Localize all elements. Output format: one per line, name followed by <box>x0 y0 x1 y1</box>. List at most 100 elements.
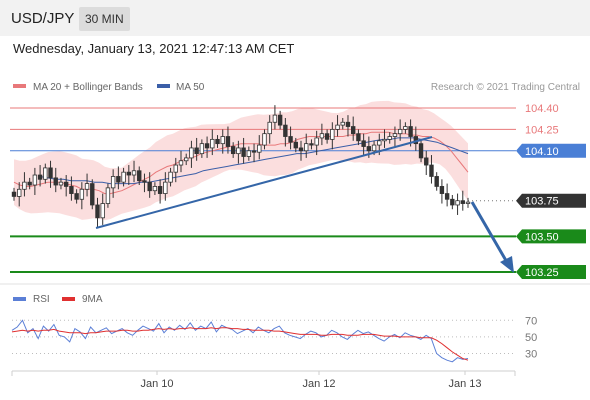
candle-body <box>220 136 225 145</box>
candle-body <box>465 201 471 204</box>
candle-body <box>262 133 267 146</box>
ma9-legend-swatch <box>62 297 75 301</box>
candle-body <box>100 203 105 219</box>
candle-body <box>37 174 43 180</box>
rsi-grid: 70 50 30 <box>12 315 537 361</box>
candle-body <box>225 136 231 147</box>
candle-body <box>319 133 325 139</box>
candle-body <box>304 143 309 152</box>
candle-body <box>298 147 304 152</box>
candle-body <box>230 146 236 155</box>
candle-body <box>152 186 158 192</box>
candle-body <box>434 176 439 187</box>
candle-body <box>110 176 116 189</box>
candle-body <box>194 147 199 155</box>
candle-body <box>241 147 246 157</box>
rising-trendline <box>95 136 433 229</box>
candle-body <box>361 140 366 147</box>
candle-body <box>131 170 137 176</box>
candle-body <box>424 157 429 166</box>
level-box-4 <box>516 229 586 244</box>
candle-body <box>444 193 450 200</box>
candle-body <box>460 200 465 204</box>
forecast-arrowhead <box>500 256 514 273</box>
candle-body <box>356 133 361 142</box>
candle-body <box>74 193 79 200</box>
candle-body <box>90 183 95 206</box>
candle-body <box>142 180 147 183</box>
rsi-legend: RSI 9MA <box>13 294 103 305</box>
candle-body <box>340 121 345 126</box>
candle-body <box>272 114 278 123</box>
candle-body <box>32 174 38 186</box>
candle-body <box>403 126 408 130</box>
candle-body <box>251 150 257 153</box>
candle-body <box>69 186 74 194</box>
header-bar: USD/JPY 30 MIN <box>0 0 590 36</box>
legend-ma50-swatch <box>157 84 170 88</box>
candle-body <box>199 143 205 155</box>
candle-body <box>157 186 163 194</box>
candle-body <box>95 204 100 219</box>
rsi-tick-50: 50 <box>525 332 537 344</box>
level-box-5 <box>516 265 586 279</box>
timestamp: Wednesday, January 13, 2021 12:47:13 AM … <box>13 41 295 56</box>
rsi-tick-30: 30 <box>525 349 537 361</box>
candle-body <box>439 186 445 194</box>
candle-body <box>387 136 392 140</box>
candle-body <box>178 160 184 166</box>
candle-body <box>246 150 252 157</box>
legend-ma20-label: MA 20 + Bollinger Bands <box>33 82 143 93</box>
x-axis-labels: Jan 10 Jan 12 Jan 13 <box>140 371 482 390</box>
candle-body <box>27 181 32 186</box>
candle-body <box>288 136 293 143</box>
candle-body <box>450 198 455 206</box>
candle-body <box>392 133 398 137</box>
ma9-legend-label: 9MA <box>82 294 103 305</box>
x-tick-label-0: Jan 10 <box>140 378 173 390</box>
timeframe-button[interactable]: 30 MIN <box>79 7 130 31</box>
candle-body <box>63 181 69 187</box>
candle-body <box>429 164 434 177</box>
candles <box>11 105 471 228</box>
level-label-2: 104.10 <box>525 146 559 158</box>
candle-body <box>137 170 142 182</box>
candle-body <box>257 144 262 153</box>
candle-body <box>121 171 126 183</box>
rsi-tick-70: 70 <box>525 315 537 327</box>
level-label-3: 103.75 <box>525 196 559 208</box>
copyright: Research © 2021 Trading Central <box>431 82 580 93</box>
candle-body <box>17 188 22 197</box>
candle-body <box>147 181 152 192</box>
level-labels: 104.40 104.25 104.10 103.75 103.50 103.25 <box>516 103 586 279</box>
candle-body <box>293 141 298 149</box>
candle-body <box>345 121 351 127</box>
x-tick-label-2: Jan 13 <box>448 378 481 390</box>
candle-body <box>366 146 372 152</box>
candle-body <box>84 183 90 190</box>
currency-pair: USD/JPY <box>11 10 75 27</box>
candle-body <box>43 167 48 180</box>
forecast-arrow <box>470 201 510 265</box>
candle-body <box>11 191 17 197</box>
candle-body <box>267 121 272 135</box>
candle-body <box>184 157 189 162</box>
candle-body <box>215 138 220 145</box>
candle-body <box>382 138 387 142</box>
candle-body <box>126 171 132 176</box>
price-levels <box>10 107 516 273</box>
legend-ma20-swatch <box>13 84 26 88</box>
ma20-line <box>13 131 469 195</box>
level-label-5: 103.25 <box>525 267 559 279</box>
candle-body <box>335 124 340 130</box>
candle-body <box>309 143 314 146</box>
candle-body <box>418 143 424 159</box>
candle-body <box>314 137 319 146</box>
level-box-3 <box>516 193 586 208</box>
candle-body <box>377 140 382 146</box>
legend: MA 20 + Bollinger Bands MA 50 <box>13 82 205 93</box>
candle-body <box>397 128 403 135</box>
level-box-2 <box>516 143 586 158</box>
trendlines <box>95 136 514 273</box>
